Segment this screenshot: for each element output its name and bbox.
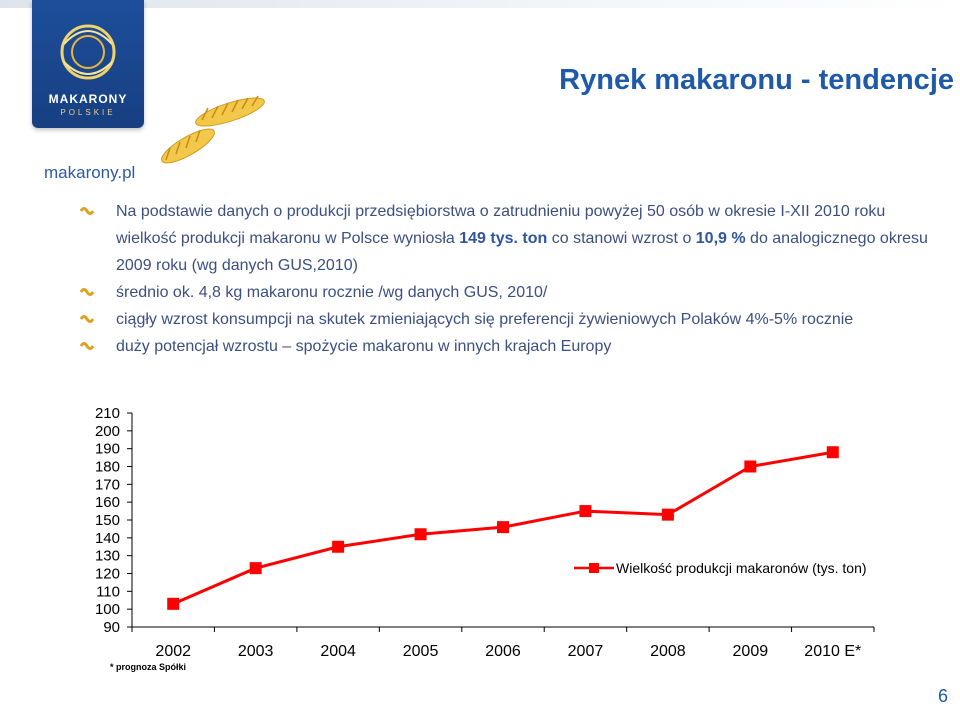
- logo: MAKARONY POLSKIE: [32, 0, 144, 128]
- x-tick-label: 2007: [568, 643, 604, 660]
- y-tick-label: 180: [95, 459, 120, 476]
- data-point: [661, 508, 674, 521]
- y-tick-label: 130: [95, 548, 120, 565]
- data-point: [414, 528, 427, 541]
- y-tick-label: 110: [96, 583, 120, 600]
- logo-sub-text: POLSKIE: [60, 108, 116, 117]
- pasta-bullet-icon: [80, 207, 94, 215]
- top-banner: [0, 0, 960, 8]
- bullet-text: co stanowi wzrost o: [547, 230, 696, 247]
- y-tick-label: 140: [95, 530, 120, 547]
- bullet-highlight: 10,9 %: [695, 230, 746, 247]
- x-tick-label: 2003: [238, 643, 274, 660]
- chart-footnote: * prognoza Spółki: [110, 662, 187, 672]
- y-tick-label: 190: [95, 441, 120, 458]
- bullet-item: ciągły wzrost konsumpcji na skutek zmien…: [80, 306, 940, 333]
- page-number: 6: [937, 686, 948, 706]
- bullet-item: średnio ok. 4,8 kg makaronu rocznie /wg …: [80, 279, 940, 306]
- pasta-bullet-icon: [80, 315, 94, 323]
- bullet-item: Na podstawie danych o produkcji przedsię…: [80, 198, 940, 279]
- logo-emblem-icon: [60, 24, 116, 80]
- data-point: [167, 597, 180, 610]
- data-point: [579, 505, 592, 518]
- bullet-item: duży potencjał wzrostu – spożycie makaro…: [80, 333, 940, 360]
- pasta-bullet-icon: [80, 342, 94, 350]
- page-title: Rynek makaronu - tendencje: [559, 64, 954, 96]
- y-tick-label: 160: [95, 494, 120, 511]
- bullet-text: duży potencjał wzrostu – spożycie makaro…: [116, 338, 612, 355]
- bullet-text: średnio ok. 4,8 kg makaronu rocznie /wg …: [116, 284, 548, 301]
- y-tick-label: 120: [95, 566, 120, 583]
- x-tick-label: 2002: [155, 643, 191, 660]
- y-tick-label: 150: [95, 512, 120, 529]
- site-link[interactable]: makarony.pl: [44, 163, 136, 182]
- bullet-text: Na podstawie danych o produkcji przedsię…: [116, 203, 886, 247]
- y-tick-label: 170: [95, 476, 120, 493]
- logo-brand-text: MAKARONY: [48, 92, 128, 106]
- pasta-image-icon: [161, 95, 265, 164]
- x-tick-label: 2008: [650, 643, 686, 660]
- data-point: [332, 540, 345, 553]
- bullet-text: do analogicznego okresu 2009 roku (wg da…: [116, 230, 928, 274]
- data-point: [744, 460, 757, 473]
- pasta-bullet-icon: [80, 288, 94, 296]
- data-point: [826, 446, 839, 459]
- bullet-list: Na podstawie danych o produkcji przedsię…: [80, 198, 940, 360]
- x-tick-label: 2010 E*: [804, 643, 861, 660]
- x-tick-label: 2009: [733, 643, 769, 660]
- x-tick-label: 2004: [320, 643, 356, 660]
- chart-legend: Wielkość produkcji makaronów (tys. ton): [574, 560, 867, 576]
- data-point: [249, 562, 262, 575]
- y-tick-label: 210: [95, 405, 120, 422]
- y-tick-label: 200: [95, 423, 120, 440]
- data-point: [497, 521, 509, 534]
- bullet-highlight: 149 tys. ton: [459, 230, 548, 247]
- legend-label: Wielkość produkcji makaronów (tys. ton): [616, 560, 867, 576]
- legend-series-marker-icon: [574, 563, 614, 573]
- x-tick-label: 2005: [403, 643, 439, 660]
- bullet-text: ciągły wzrost konsumpcji na skutek zmien…: [116, 311, 854, 328]
- x-tick-label: 2006: [485, 643, 521, 660]
- y-tick-label: 100: [95, 601, 120, 618]
- y-tick-label: 90: [103, 619, 120, 636]
